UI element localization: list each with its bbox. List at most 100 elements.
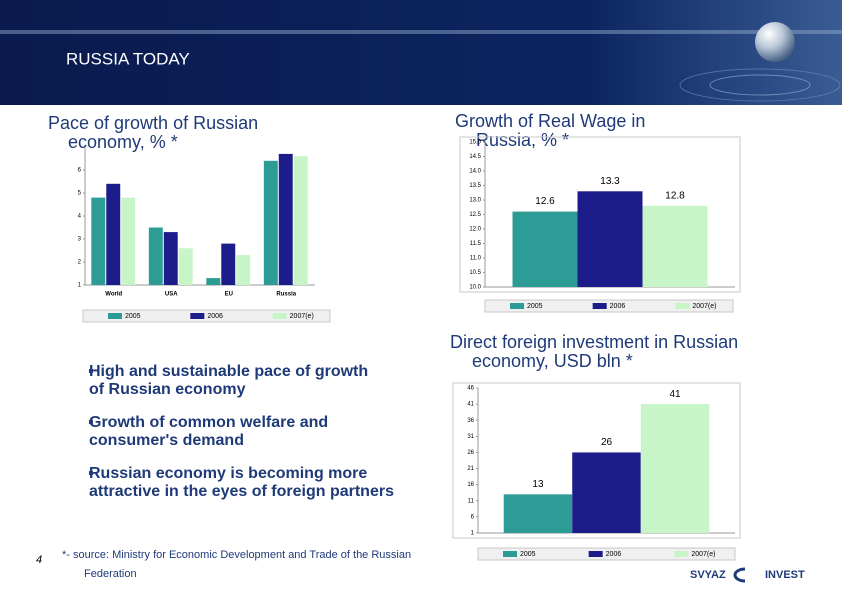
legend-swatch bbox=[108, 313, 122, 319]
bar bbox=[163, 232, 178, 285]
bar bbox=[221, 243, 236, 285]
chart-title: Growth of Real Wage in bbox=[455, 111, 645, 131]
legend-label: 2007(e) bbox=[290, 313, 314, 320]
chart-title: economy, USD bln * bbox=[472, 351, 633, 371]
bar bbox=[503, 494, 573, 533]
y-tick-label: 21 bbox=[467, 466, 474, 472]
footnote: Federation bbox=[84, 568, 137, 580]
bar bbox=[206, 278, 221, 285]
bar bbox=[148, 227, 163, 285]
y-tick-label: 1 bbox=[78, 283, 82, 289]
logo: SVYAZ bbox=[690, 569, 726, 581]
legend-label: 2007(e) bbox=[691, 551, 715, 558]
header-stripe bbox=[0, 30, 842, 34]
y-tick-label: 11.5 bbox=[470, 241, 482, 247]
chart-title: Pace of growth of Russian bbox=[48, 113, 258, 133]
data-label: 13 bbox=[532, 479, 544, 490]
legend-box bbox=[82, 309, 331, 323]
y-tick-label: 10.0 bbox=[469, 285, 481, 291]
legend-box bbox=[477, 547, 736, 561]
bar bbox=[236, 255, 251, 285]
y-tick-label: 3 bbox=[78, 237, 82, 243]
x-tick-label: EU bbox=[225, 292, 233, 298]
page-number: 4 bbox=[36, 554, 42, 566]
y-tick-label: 11.0 bbox=[470, 256, 482, 262]
bar bbox=[121, 197, 136, 285]
legend-label: 2007(e) bbox=[692, 303, 716, 310]
y-tick-label: 15.0 bbox=[469, 140, 481, 146]
bar bbox=[642, 205, 708, 287]
bar bbox=[178, 248, 193, 285]
bar bbox=[572, 452, 641, 533]
legend-swatch bbox=[190, 313, 205, 319]
chart-title: Direct foreign investment in Russian bbox=[450, 332, 738, 352]
y-tick-label: 31 bbox=[467, 434, 474, 440]
x-tick-label: Russia bbox=[276, 292, 296, 298]
bullet-text: consumer's demand bbox=[89, 432, 244, 449]
legend-label: 2006 bbox=[207, 313, 223, 320]
legend-label: 2005 bbox=[520, 551, 536, 558]
data-label: 41 bbox=[669, 389, 681, 400]
footnote: *- source: Ministry for Economic Develop… bbox=[62, 549, 411, 561]
bullet-marker: ▪ bbox=[88, 363, 94, 380]
y-tick-label: 11 bbox=[468, 498, 475, 504]
y-tick-label: 12.0 bbox=[469, 227, 481, 233]
y-tick-label: 13.5 bbox=[469, 183, 481, 189]
bar bbox=[106, 183, 121, 285]
y-tick-label: 13.0 bbox=[469, 198, 481, 204]
logo-mark bbox=[733, 567, 746, 583]
bullet-text: Russian economy is becoming more bbox=[89, 465, 367, 482]
bar bbox=[512, 211, 578, 287]
sphere bbox=[755, 22, 795, 62]
y-tick-label: 46 bbox=[467, 386, 474, 392]
plot-frame bbox=[459, 136, 741, 293]
legend-label: 2005 bbox=[125, 313, 141, 320]
legend-swatch bbox=[510, 303, 524, 309]
bar bbox=[263, 160, 278, 285]
y-tick-label: 2 bbox=[78, 260, 82, 266]
y-tick-label: 4 bbox=[78, 214, 82, 220]
bar bbox=[278, 153, 293, 285]
y-tick-label: 16 bbox=[467, 482, 474, 488]
y-tick-label: 12.5 bbox=[469, 212, 481, 218]
bullet-text: of Russian economy bbox=[89, 381, 246, 398]
bullet-marker: ▪ bbox=[88, 465, 94, 482]
y-tick-label: 41 bbox=[467, 402, 474, 408]
bar bbox=[91, 197, 106, 285]
bullet-text: attractive in the eyes of foreign partne… bbox=[89, 483, 394, 500]
ring bbox=[679, 68, 841, 102]
bullet-text: High and sustainable pace of growth bbox=[89, 363, 368, 380]
y-tick-label: 14.5 bbox=[469, 154, 481, 160]
ring bbox=[709, 74, 811, 96]
legend-label: 2006 bbox=[610, 303, 626, 310]
data-label: 13.3 bbox=[600, 176, 620, 187]
legend-swatch bbox=[675, 303, 690, 309]
y-tick-label: 6 bbox=[471, 514, 475, 520]
x-tick-label: World bbox=[105, 292, 122, 298]
bar bbox=[577, 191, 643, 287]
bar bbox=[640, 404, 710, 533]
data-label: 12.8 bbox=[665, 190, 685, 201]
y-tick-label: 26 bbox=[467, 450, 474, 456]
legend-swatch bbox=[674, 551, 689, 557]
y-tick-label: 14.0 bbox=[469, 169, 481, 175]
y-tick-label: 6 bbox=[78, 168, 82, 174]
data-label: 12.6 bbox=[535, 196, 555, 207]
header-band bbox=[0, 0, 842, 105]
x-tick-label: USA bbox=[165, 292, 178, 298]
bar bbox=[293, 156, 308, 285]
y-tick-label: 10.5 bbox=[469, 270, 481, 276]
legend-swatch bbox=[272, 313, 287, 319]
legend-swatch bbox=[503, 551, 517, 557]
plot-frame bbox=[452, 382, 741, 539]
data-label: 26 bbox=[601, 437, 613, 448]
legend-label: 2005 bbox=[527, 303, 543, 310]
legend-swatch bbox=[592, 303, 607, 309]
chart-title: Russia, % * bbox=[476, 130, 569, 150]
bullet-text: Growth of common welfare and bbox=[89, 414, 328, 431]
logo: INVEST bbox=[765, 569, 805, 581]
chart-title: economy, % * bbox=[68, 132, 178, 152]
legend-box bbox=[484, 299, 734, 313]
legend-swatch bbox=[588, 551, 603, 557]
